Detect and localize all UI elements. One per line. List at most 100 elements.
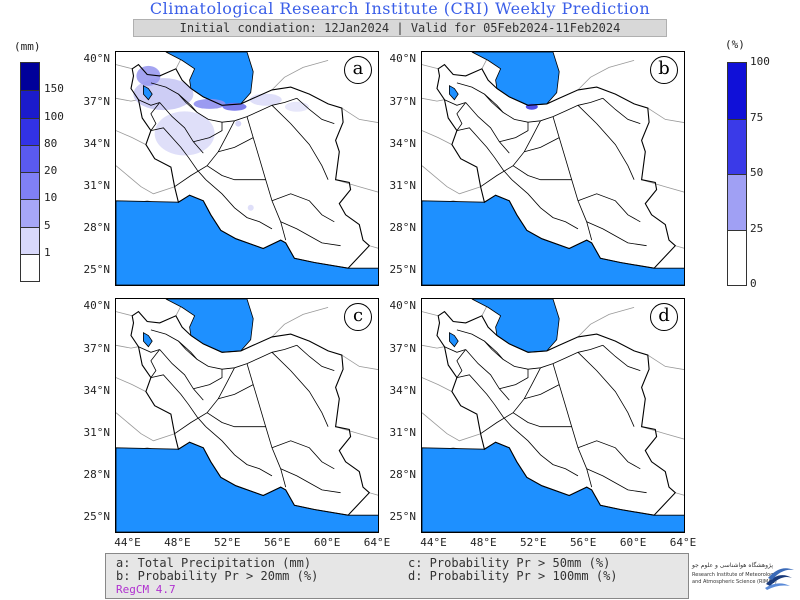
longitude-label: 48°E xyxy=(164,536,191,549)
province-border xyxy=(456,127,513,180)
legend-tick-label: 100 xyxy=(750,55,770,68)
legend-tick-label: 80 xyxy=(44,136,58,150)
institute-logo: پژوهشگاه هواشناسی و علوم جو Research Ins… xyxy=(690,556,798,596)
longitude-label: 44°E xyxy=(114,536,141,549)
province-border xyxy=(246,116,287,241)
neighbour-border xyxy=(422,64,439,70)
latitude-label: 25°N xyxy=(83,509,111,523)
neighbour-border xyxy=(335,426,378,440)
map-svg xyxy=(116,299,378,532)
panel-label-a: a xyxy=(344,56,372,84)
neighbour-border xyxy=(577,60,635,91)
province-border xyxy=(271,440,335,470)
province-border xyxy=(296,345,335,371)
province-border xyxy=(271,352,329,427)
province-border xyxy=(150,82,187,103)
neighbour-border xyxy=(335,179,378,193)
province-border xyxy=(456,102,467,131)
province-border xyxy=(511,179,579,230)
province-border xyxy=(246,363,287,488)
legend-swatch xyxy=(21,226,39,254)
province-border xyxy=(193,369,223,390)
province-border xyxy=(577,440,641,470)
province-border xyxy=(206,412,266,428)
neighbour-border xyxy=(422,311,439,317)
province-border xyxy=(511,426,579,477)
neighbour-border xyxy=(647,107,684,123)
neighbour-border xyxy=(116,165,175,195)
province-border xyxy=(174,120,235,188)
map-panel-d: d xyxy=(421,298,685,533)
province-border xyxy=(206,165,266,181)
province-border xyxy=(218,137,254,153)
lake-urmia xyxy=(448,85,459,101)
map-svg xyxy=(116,52,378,285)
province-border xyxy=(524,384,560,400)
info-c: c: Probability Pr > 50mm (%) xyxy=(408,556,611,570)
legend-tick-label: 150 xyxy=(44,82,64,96)
logo-name-fa: پژوهشگاه هواشناسی و علوم جو xyxy=(692,562,774,569)
province-border xyxy=(280,468,341,494)
province-border xyxy=(178,340,198,360)
province-border xyxy=(150,127,207,180)
precip-area xyxy=(133,78,194,111)
latitude-label: 25°N xyxy=(83,262,111,276)
legend-swatch xyxy=(21,63,39,91)
neighbour-border xyxy=(271,307,329,338)
province-border xyxy=(205,179,273,230)
neighbour-border xyxy=(641,179,684,193)
latitude-label: 40°N xyxy=(389,299,417,313)
legend-tick-label: 1 xyxy=(44,245,51,259)
province-border xyxy=(193,122,223,143)
legend-swatch xyxy=(728,174,746,230)
province-border xyxy=(577,193,641,223)
province-border xyxy=(205,426,273,477)
neighbour-border xyxy=(116,412,175,442)
caspian-sea xyxy=(165,299,254,353)
iran-outline xyxy=(130,310,371,516)
province-border xyxy=(150,329,187,350)
latitude-label: 31°N xyxy=(389,425,417,439)
legend-swatch xyxy=(728,63,746,119)
legend-swatch xyxy=(21,117,39,145)
neighbour-border xyxy=(641,426,684,440)
map-panel-b: b xyxy=(421,51,685,286)
map-svg xyxy=(422,299,684,532)
neighbour-border xyxy=(116,344,139,349)
neighbour-border xyxy=(116,130,147,145)
latitude-label: 34°N xyxy=(389,383,417,397)
panel-label-d: d xyxy=(650,303,678,331)
neighbour-border xyxy=(116,311,133,317)
province-border xyxy=(138,346,160,353)
province-border xyxy=(138,99,160,106)
latitude-label: 34°N xyxy=(83,383,111,397)
neighbour-border xyxy=(422,344,445,349)
persian-gulf xyxy=(116,441,378,532)
neighbour-border xyxy=(647,354,684,370)
province-border xyxy=(480,120,541,188)
neighbour-border xyxy=(577,307,635,338)
province-border xyxy=(499,369,529,390)
legend-swatch xyxy=(728,118,746,174)
province-border xyxy=(444,99,466,106)
neighbour-border xyxy=(422,412,481,442)
province-border xyxy=(185,97,298,123)
persian-gulf xyxy=(422,441,684,532)
map-svg xyxy=(422,52,684,285)
map-panel-c: c xyxy=(115,298,379,533)
neighbour-border xyxy=(341,107,378,123)
latitude-label: 28°N xyxy=(389,220,417,234)
iran-outline xyxy=(436,310,677,516)
legend-swatch xyxy=(728,229,746,285)
precip-area xyxy=(235,120,242,127)
legend-tick-label: 20 xyxy=(44,164,58,177)
latitude-label: 31°N xyxy=(389,178,417,192)
province-border xyxy=(456,374,513,427)
latitude-label: 37°N xyxy=(83,341,111,355)
longitude-label: 56°E xyxy=(263,536,291,549)
panel-label-b: b xyxy=(650,56,678,84)
province-border xyxy=(456,329,493,350)
province-border xyxy=(491,344,604,370)
latitude-label: 37°N xyxy=(389,94,417,108)
precip-area xyxy=(154,111,215,156)
